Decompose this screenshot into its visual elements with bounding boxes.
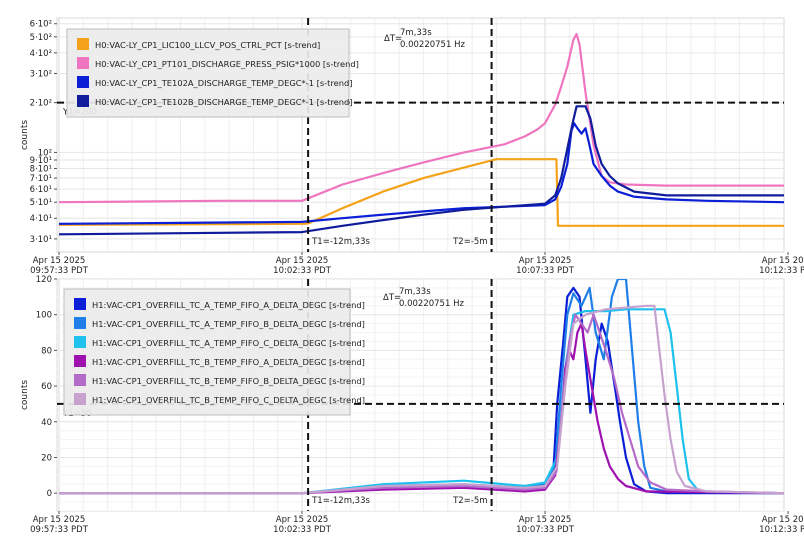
y-tick-label: 5·10² bbox=[30, 33, 52, 43]
legend: H1:VAC-CP1_OVERFILL_TC_A_TEMP_FIFO_A_DEL… bbox=[63, 288, 365, 416]
x-tick-time-label: 09:57:33 PDT bbox=[30, 266, 89, 276]
series-line-2 bbox=[58, 32, 784, 204]
legend-swatch-2 bbox=[74, 317, 86, 329]
legend: H0:VAC-LY_CP1_LIC100_LLCV_POS_CTRL_PCT [… bbox=[66, 28, 359, 118]
x-tick-time-label: 10:07:33 PDT bbox=[516, 266, 575, 276]
x-tick-date-label: Apr 15 2025 bbox=[276, 256, 329, 266]
legend-swatch-3 bbox=[74, 336, 86, 348]
delta-t-prefix: ΔT= bbox=[383, 293, 401, 303]
legend-label-4: H0:VAC-LY_CP1_TE102B_DISCHARGE_TEMP_DEGC… bbox=[95, 97, 353, 107]
x-tick-date-label: Apr 15 2025 bbox=[519, 515, 572, 525]
legend-swatch-4 bbox=[77, 95, 89, 107]
x-tick-date-label: Apr 15 2025 bbox=[33, 515, 86, 525]
series-line-5 bbox=[59, 313, 784, 495]
x-tick-date-label: Apr 15 2025 bbox=[519, 256, 572, 266]
y-tick-label: 0 bbox=[47, 489, 52, 499]
legend-swatch-3 bbox=[77, 76, 89, 88]
y-tick-label: 100 bbox=[36, 311, 52, 321]
chart-panel-1: 6·10² 5·10² 4·10² 3·10² 2·10² 10²9·10¹8·10¹7·… bbox=[20, 17, 804, 276]
legend-label-1: H0:VAC-LY_CP1_LIC100_LLCV_POS_CTRL_PCT [… bbox=[95, 40, 320, 50]
y-tick-label: 5·10¹ bbox=[30, 198, 52, 208]
y-tick-label: 3·10² bbox=[30, 70, 52, 80]
delta-freq-value: 0.00220751 Hz bbox=[400, 40, 465, 50]
cursor-t2-label: T2=-5m bbox=[452, 237, 487, 247]
y-tick-label: 7·10¹ bbox=[30, 174, 52, 184]
y-tick-label: 2·10² bbox=[30, 99, 52, 109]
legend-label-5: H1:VAC-CP1_OVERFILL_TC_B_TEMP_FIFO_B_DEL… bbox=[92, 376, 365, 386]
legend-label-1: H1:VAC-CP1_OVERFILL_TC_A_TEMP_FIFO_A_DEL… bbox=[92, 300, 365, 310]
x-tick-time-label: 10:07:33 PDT bbox=[516, 525, 575, 535]
y-tick-label: 120 bbox=[36, 275, 52, 285]
series-line-6 bbox=[59, 304, 784, 495]
series-group bbox=[59, 279, 784, 495]
y-axis-label: counts bbox=[20, 120, 30, 150]
y-tick-label: 6·10² bbox=[30, 20, 52, 30]
legend-swatch-1 bbox=[74, 298, 86, 310]
cursor-t1-label: T1=-12m,33s bbox=[311, 496, 370, 506]
y-tick-label: 4·10² bbox=[30, 49, 52, 59]
delta-t-value: 7m,33s bbox=[399, 287, 431, 297]
x-tick-time-label: 09:57:33 PDT bbox=[30, 525, 89, 535]
series-line-4 bbox=[58, 105, 784, 236]
legend-swatch-2 bbox=[77, 57, 89, 69]
y-tick-label: 8·10¹ bbox=[30, 164, 52, 174]
legend-swatch-1 bbox=[77, 38, 89, 50]
x-tick-time-label: 10:02:33 PDT bbox=[273, 525, 332, 535]
y-tick-label: 80 bbox=[41, 346, 52, 356]
x-tick-date-label: Apr 15 2025 bbox=[33, 256, 86, 266]
legend-label-2: H1:VAC-CP1_OVERFILL_TC_A_TEMP_FIFO_B_DEL… bbox=[92, 319, 365, 329]
legend-label-3: H0:VAC-LY_CP1_TE102A_DISCHARGE_TEMP_DEGC… bbox=[95, 78, 353, 88]
legend-label-3: H1:VAC-CP1_OVERFILL_TC_A_TEMP_FIFO_C_DEL… bbox=[92, 338, 365, 348]
y-tick-label: 20 bbox=[41, 453, 52, 463]
series-group bbox=[58, 32, 784, 236]
legend-label-2: H0:VAC-LY_CP1_PT101_DISCHARGE_PRESS_PSIG… bbox=[95, 59, 359, 69]
delta-freq-value: 0.00220751 Hz bbox=[399, 299, 464, 309]
legend-swatch-4 bbox=[74, 355, 86, 367]
x-tick-time-label: 10:02:33 PDT bbox=[273, 266, 332, 276]
y-tick-label: 6·10¹ bbox=[30, 185, 52, 195]
x-tick-date-label: Apr 15 2025 bbox=[762, 515, 804, 525]
x-tick-date-label: Apr 15 2025 bbox=[276, 515, 329, 525]
y-tick-label: 60 bbox=[41, 382, 52, 392]
series-line-4 bbox=[59, 322, 784, 495]
y-tick-label: 4·10¹ bbox=[30, 214, 52, 224]
y-tick-label: 10² bbox=[38, 148, 52, 158]
legend-label-6: H1:VAC-CP1_OVERFILL_TC_B_TEMP_FIFO_C_DEL… bbox=[92, 395, 365, 405]
y-tick-label: 40 bbox=[41, 418, 52, 428]
y-axis-label: counts bbox=[20, 380, 30, 410]
y-tick-label: 9·10¹ bbox=[30, 156, 52, 166]
y-tick-label: 3·10¹ bbox=[30, 235, 52, 245]
cursor-t2-label: T2=-5m bbox=[452, 496, 487, 506]
x-tick-date-label: Apr 15 2025 bbox=[762, 256, 804, 266]
legend-swatch-5 bbox=[74, 374, 86, 386]
cursor-t1-label: T1=-12m,33s bbox=[311, 237, 370, 247]
legend-label-4: H1:VAC-CP1_OVERFILL_TC_B_TEMP_FIFO_A_DEL… bbox=[92, 357, 365, 367]
x-tick-time-label: 10:12:33 PDT bbox=[759, 266, 804, 276]
delta-t-prefix: ΔT= bbox=[384, 34, 402, 44]
legend-box bbox=[66, 28, 350, 118]
delta-t-value: 7m,33s bbox=[400, 28, 432, 38]
legend-swatch-6 bbox=[74, 393, 86, 405]
x-tick-time-label: 10:12:33 PDT bbox=[759, 525, 804, 535]
legend-box bbox=[63, 288, 351, 416]
